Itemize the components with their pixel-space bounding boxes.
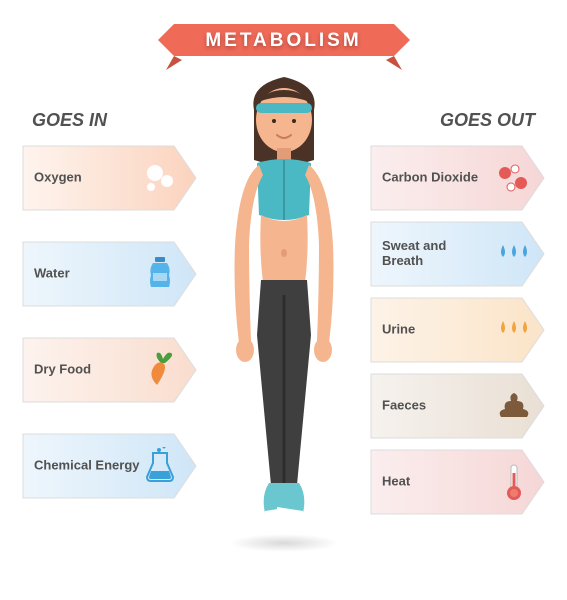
item-heat: Heat [370, 449, 545, 515]
droplets-orange-icon [495, 311, 533, 349]
urine-label: Urine [382, 323, 490, 338]
goes-out-header: GOES OUT [430, 110, 545, 131]
droplets-blue-icon [495, 235, 533, 273]
dry-food-label: Dry Food [34, 363, 142, 378]
faeces-label: Faeces [382, 399, 490, 414]
item-dry-food: Dry Food [22, 337, 197, 403]
co2-molecule-icon [495, 159, 533, 197]
item-water: Water [22, 241, 197, 307]
goes-in-header: GOES IN [22, 110, 117, 131]
co2-label: Carbon Dioxide [382, 171, 490, 186]
item-faeces: Faeces [370, 373, 545, 439]
thermometer-icon [495, 463, 533, 501]
item-urine: Urine [370, 297, 545, 363]
water-bottle-icon [141, 255, 179, 293]
beaker-icon [141, 447, 179, 485]
heat-label: Heat [382, 475, 490, 490]
oxygen-bubbles-icon [141, 159, 179, 197]
item-sweat-breath: Sweat and Breath [370, 221, 545, 287]
human-figure [199, 65, 369, 545]
item-chemical-energy: Chemical Energy [22, 433, 197, 499]
item-oxygen: Oxygen [22, 145, 197, 211]
item-carbon-dioxide: Carbon Dioxide [370, 145, 545, 211]
poop-icon [495, 387, 533, 425]
goes-out-column: GOES OUT Carbon Dioxide Sweat and Breath… [370, 110, 545, 525]
title-banner: METABOLISM [154, 20, 414, 74]
carrot-icon [141, 351, 179, 389]
sweat-breath-label: Sweat and Breath [382, 239, 490, 269]
page-title: METABOLISM [154, 30, 414, 52]
chemical-energy-label: Chemical Energy [34, 459, 142, 474]
oxygen-label: Oxygen [34, 171, 142, 186]
water-label: Water [34, 267, 142, 282]
goes-in-column: GOES IN Oxygen Water Dry Food Chemical E… [22, 110, 197, 529]
